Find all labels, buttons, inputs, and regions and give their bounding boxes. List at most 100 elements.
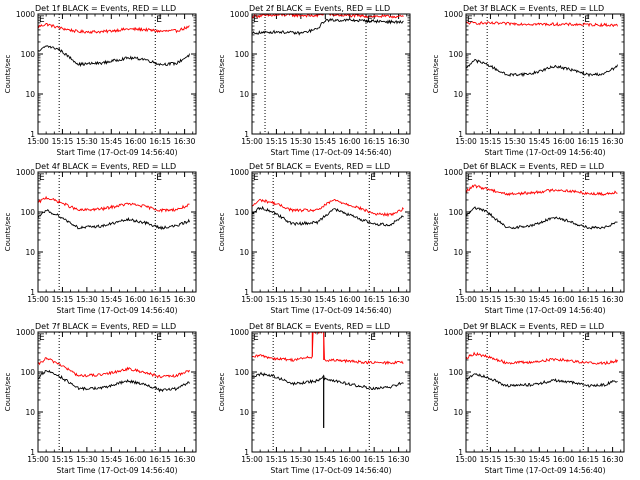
e-marker-label-start: E	[467, 173, 473, 183]
x-tick-label: 15:45	[314, 295, 336, 304]
y-tick-label: 1	[244, 288, 249, 297]
y-axis-label: Counts/sec	[4, 213, 12, 252]
x-tick-label: 15:45	[100, 137, 122, 146]
e-marker-label: E	[584, 333, 590, 343]
y-axis-label: Counts/sec	[432, 55, 440, 94]
events-series-line	[37, 209, 190, 231]
x-axis-label: Start Time (17-Oct-09 14:56:40)	[270, 306, 391, 315]
x-tick-label: 15:30	[76, 455, 98, 464]
x-tick-label: 16:30	[388, 137, 410, 146]
x-axis-label: Start Time (17-Oct-09 14:56:40)	[270, 148, 391, 157]
y-tick-label: 100	[21, 208, 36, 217]
x-tick-label: 15:30	[504, 455, 526, 464]
y-tick-label: 100	[449, 368, 464, 377]
y-axis-label: Counts/sec	[432, 213, 440, 252]
x-tick-label: 15:15	[52, 295, 74, 304]
panel-title: Det 6f BLACK = Events, RED = LLD	[463, 162, 604, 171]
panel-title: Det 2f BLACK = Events, RED = LLD	[249, 4, 390, 13]
y-tick-label: 10	[25, 248, 35, 257]
y-tick-label: 1000	[16, 10, 35, 19]
y-axis-label: Counts/sec	[4, 373, 12, 412]
x-axis-label: Start Time (17-Oct-09 14:56:40)	[484, 466, 605, 475]
y-tick-label: 1	[458, 448, 463, 457]
y-tick-label: 1000	[444, 328, 463, 337]
y-tick-label: 1000	[16, 168, 35, 177]
x-tick-label: 16:00	[125, 455, 147, 464]
plot-frame	[37, 171, 197, 293]
y-tick-label: 1	[30, 448, 35, 457]
e-marker-label: E	[156, 333, 162, 343]
y-tick-label: 10	[453, 408, 463, 417]
x-tick-label: 15:30	[504, 295, 526, 304]
x-tick-label: 15:45	[314, 137, 336, 146]
x-tick-label: 15:15	[52, 137, 74, 146]
events-series-line	[465, 58, 618, 78]
plot-frame	[37, 331, 197, 453]
y-tick-label: 1000	[230, 10, 249, 19]
x-tick-label: 16:15	[149, 137, 171, 146]
y-tick-label: 100	[235, 208, 250, 217]
x-tick-label: 15:15	[266, 455, 288, 464]
e-marker-label-start: E	[253, 333, 259, 343]
e-marker-label-start: E	[39, 333, 45, 343]
x-tick-label: 15:15	[52, 455, 74, 464]
x-axis-label: Start Time (17-Oct-09 14:56:40)	[270, 466, 391, 475]
x-tick-label: 15:00	[27, 295, 49, 304]
x-tick-label: 15:15	[480, 137, 502, 146]
x-tick-label: 16:15	[577, 455, 599, 464]
e-marker-label-start: E	[253, 15, 259, 25]
x-tick-label: 15:30	[76, 295, 98, 304]
x-tick-label: 15:30	[290, 455, 312, 464]
y-tick-label: 10	[453, 248, 463, 257]
x-tick-label: 16:15	[363, 455, 385, 464]
events-series-line	[37, 369, 190, 393]
plot-frame	[251, 331, 411, 453]
y-axis-label: Counts/sec	[218, 213, 226, 252]
x-tick-label: 15:45	[528, 137, 550, 146]
lld-series-line	[465, 351, 618, 365]
x-tick-label: 15:00	[455, 295, 477, 304]
x-tick-label: 15:30	[290, 137, 312, 146]
y-tick-label: 10	[25, 90, 35, 99]
lld-series-line	[465, 21, 618, 28]
y-tick-label: 100	[449, 50, 464, 59]
events-series-line	[37, 45, 190, 68]
events-series-line	[465, 206, 618, 230]
x-axis-label: Start Time (17-Oct-09 14:56:40)	[484, 148, 605, 157]
x-tick-label: 16:00	[553, 455, 575, 464]
plot-frame	[251, 171, 411, 293]
x-tick-label: 16:15	[577, 137, 599, 146]
x-tick-label: 15:15	[266, 295, 288, 304]
panel-5: Det 5f BLACK = Events, RED = LLD Counts/s…	[218, 162, 411, 315]
y-tick-label: 1	[244, 130, 249, 139]
x-tick-label: 16:30	[602, 455, 624, 464]
panel-7: Det 7f BLACK = Events, RED = LLD Counts/s…	[4, 322, 197, 475]
lld-series-line	[251, 13, 404, 19]
x-tick-label: 15:00	[455, 137, 477, 146]
x-tick-label: 15:30	[290, 295, 312, 304]
y-tick-label: 1	[458, 130, 463, 139]
x-tick-label: 15:15	[480, 295, 502, 304]
x-tick-label: 15:00	[241, 137, 263, 146]
x-tick-label: 16:30	[388, 455, 410, 464]
x-tick-label: 16:00	[553, 137, 575, 146]
e-marker-label: E	[370, 333, 376, 343]
panel-8: Det 8f BLACK = Events, RED = LLD Counts/s…	[218, 322, 411, 475]
x-axis-label: Start Time (17-Oct-09 14:56:40)	[56, 306, 177, 315]
x-tick-label: 15:00	[455, 455, 477, 464]
x-axis-label: Start Time (17-Oct-09 14:56:40)	[56, 148, 177, 157]
panel-title: Det 4f BLACK = Events, RED = LLD	[35, 162, 176, 171]
y-axis-label: Counts/sec	[218, 55, 226, 94]
x-tick-label: 16:15	[149, 455, 171, 464]
y-tick-label: 100	[21, 368, 36, 377]
x-tick-label: 16:15	[363, 137, 385, 146]
x-tick-label: 16:30	[174, 137, 196, 146]
x-tick-label: 15:30	[76, 137, 98, 146]
x-tick-label: 16:30	[174, 295, 196, 304]
e-marker-label: E	[584, 15, 590, 25]
x-axis-label: Start Time (17-Oct-09 14:56:40)	[484, 306, 605, 315]
e-marker-label: E	[156, 15, 162, 25]
x-tick-label: 16:30	[602, 137, 624, 146]
plot-frame	[465, 13, 625, 135]
